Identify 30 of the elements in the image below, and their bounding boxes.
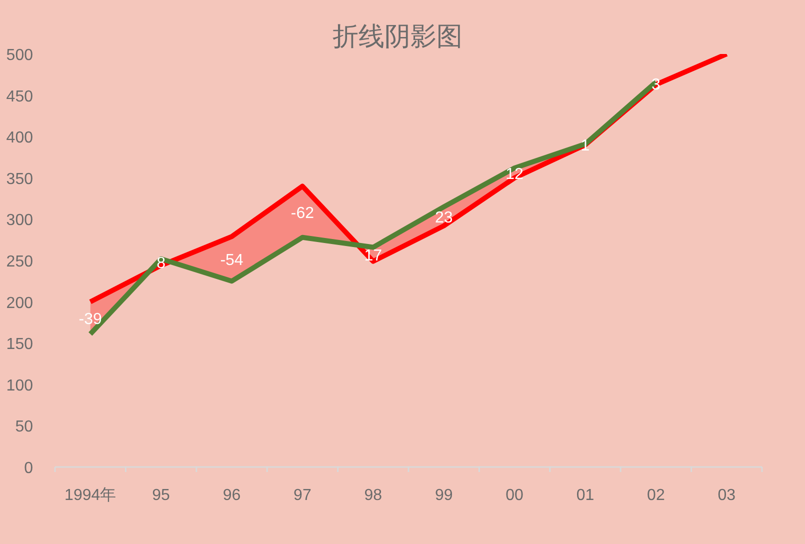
y-tick-label: 350	[6, 170, 34, 188]
annotation: -54	[220, 252, 244, 269]
x-tick-label: 03	[718, 487, 736, 504]
y-tick-label: 100	[6, 377, 34, 394]
x-tick-label: 97	[294, 487, 312, 504]
x-tick-label: 01	[576, 487, 594, 504]
y-tick-label: 0	[24, 460, 34, 477]
x-tick-label: 96	[222, 487, 241, 504]
annotation: 17	[364, 247, 382, 264]
annotation: 3	[651, 76, 660, 94]
y-tick-label: 500	[6, 47, 34, 64]
annotation: -39	[78, 310, 102, 328]
annotation: 12	[506, 166, 524, 183]
y-tick-label: 50	[15, 418, 34, 436]
y-tick-label: 250	[6, 254, 34, 270]
x-tick-label: 99	[434, 487, 453, 504]
x-tick-label: 02	[647, 487, 665, 504]
chart-title: 折线阴影图	[332, 21, 462, 51]
x-tick-label: 98	[364, 487, 382, 504]
y-tick-label: 200	[6, 294, 34, 312]
annotation: 1	[580, 137, 590, 154]
y-tick-label: 150	[6, 336, 34, 354]
annotation: -62	[290, 204, 314, 222]
y-tick-label: 400	[6, 130, 34, 147]
x-tick-label: 95	[152, 487, 170, 504]
x-tick-label: 1994年	[64, 487, 116, 504]
y-tick-label: 450	[6, 88, 34, 106]
annotation: 23	[434, 209, 453, 226]
y-tick-label: 300	[6, 212, 34, 230]
x-tick-label: 00	[506, 487, 524, 504]
